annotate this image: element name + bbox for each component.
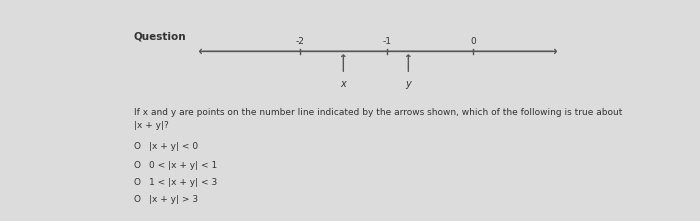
Text: If x and y are points on the number line indicated by the arrows shown, which of: If x and y are points on the number line… — [134, 108, 622, 130]
Text: |x + y| < 0: |x + y| < 0 — [149, 142, 198, 151]
Text: y: y — [405, 79, 411, 89]
Text: O: O — [134, 195, 141, 204]
Text: x: x — [340, 79, 346, 89]
Text: 0: 0 — [470, 37, 476, 46]
Text: 1 < |x + y| < 3: 1 < |x + y| < 3 — [149, 178, 217, 187]
Text: Question: Question — [134, 32, 186, 42]
Text: 0 < |x + y| < 1: 0 < |x + y| < 1 — [149, 161, 217, 170]
Text: O: O — [134, 142, 141, 151]
Text: -2: -2 — [295, 37, 304, 46]
Text: O: O — [134, 178, 141, 187]
Text: O: O — [134, 161, 141, 170]
Text: -1: -1 — [382, 37, 391, 46]
Text: |x + y| > 3: |x + y| > 3 — [149, 195, 198, 204]
